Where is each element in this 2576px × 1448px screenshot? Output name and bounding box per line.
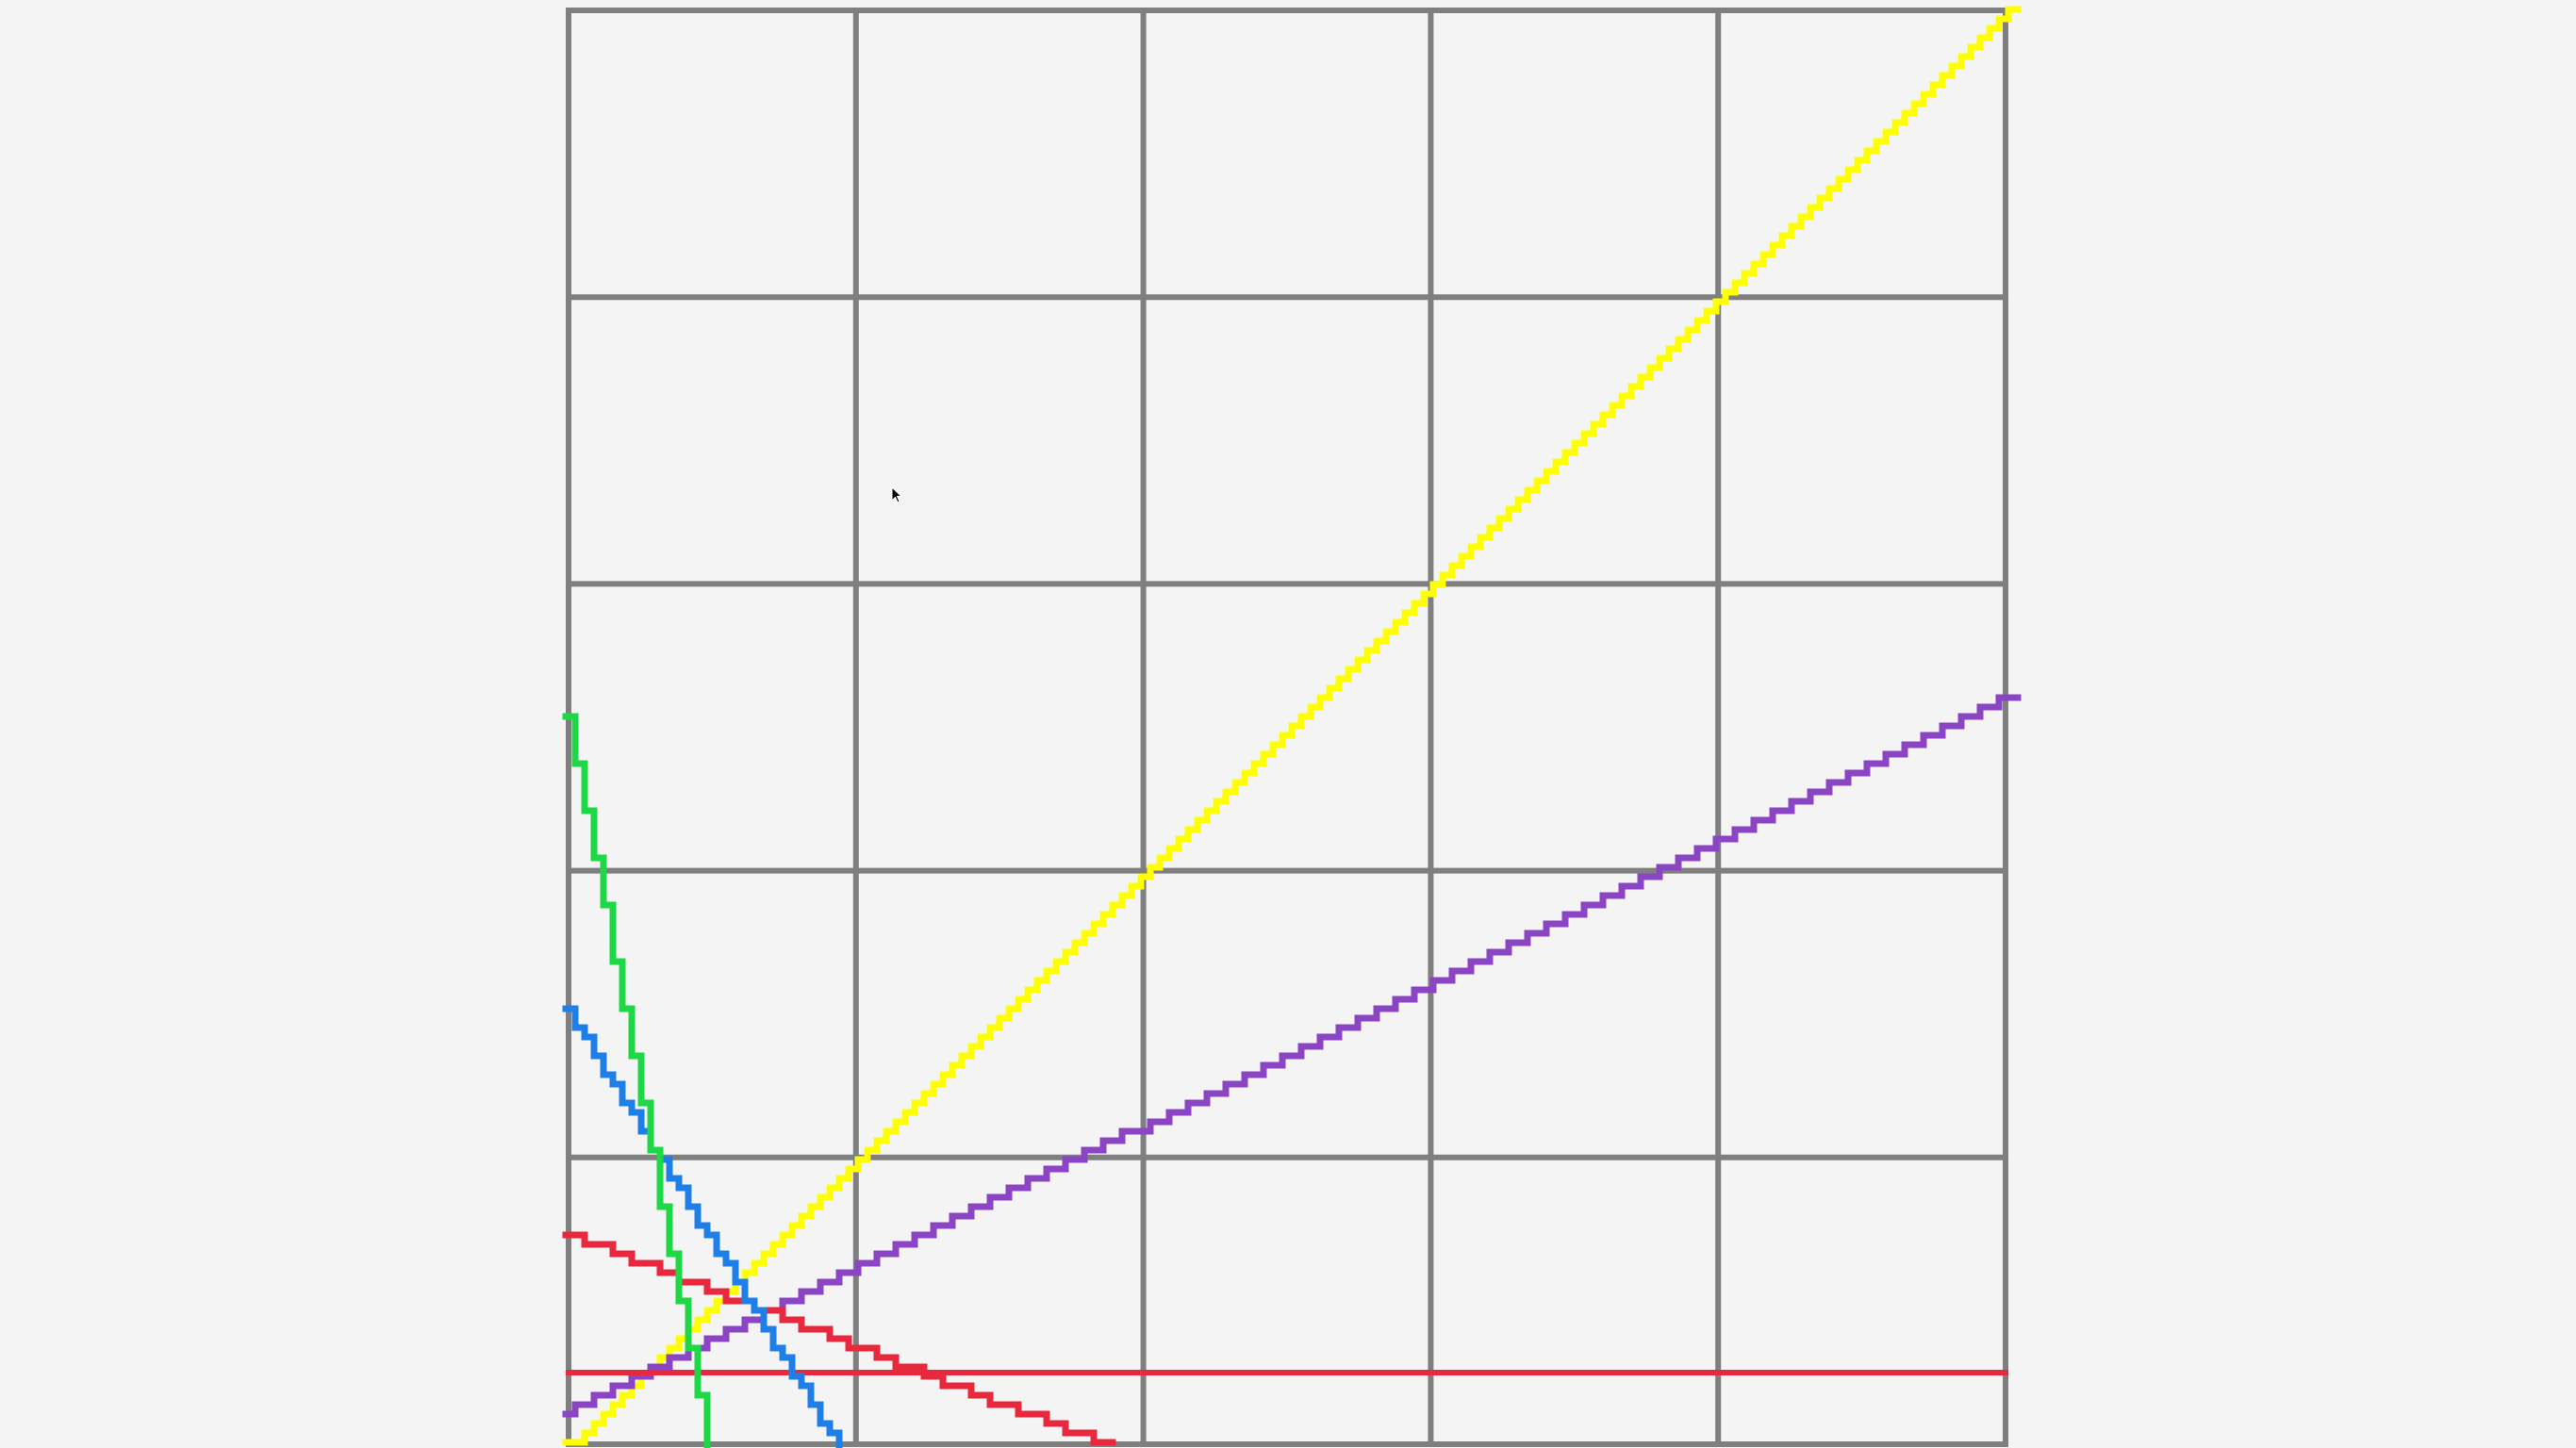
mouse-cursor-icon	[891, 486, 903, 503]
series-line-green	[562, 713, 711, 1448]
line-series	[562, 6, 2022, 1448]
grid	[566, 8, 2008, 1447]
series-line-yellow	[562, 6, 2022, 1446]
series-line-blue	[562, 1005, 843, 1448]
series-line-red-descending	[562, 1231, 1116, 1446]
series-line-purple	[562, 694, 2022, 1418]
